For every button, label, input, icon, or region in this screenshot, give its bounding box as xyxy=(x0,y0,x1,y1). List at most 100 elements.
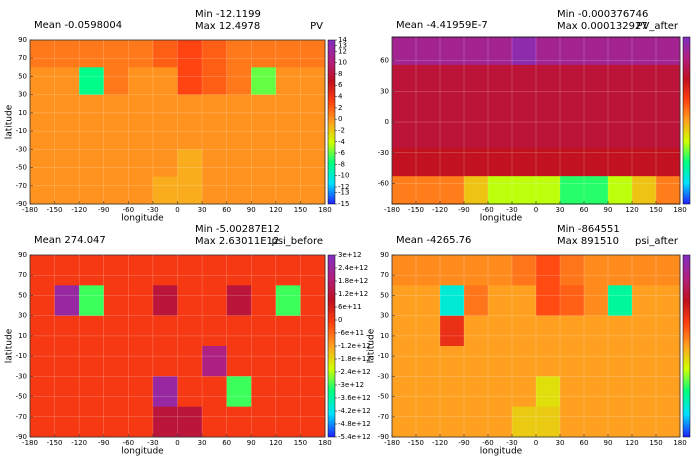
heat-cell xyxy=(536,92,561,121)
heat-cell xyxy=(226,315,252,347)
colorbar-tick-label: 0 xyxy=(338,316,342,324)
heat-cell xyxy=(202,376,228,408)
colorbar-tick-label: -4 xyxy=(338,138,346,146)
y-tick-label: -30 xyxy=(378,372,389,380)
x-tick-label: 180 xyxy=(318,206,331,214)
heat-cell xyxy=(488,346,513,377)
heat-cell xyxy=(128,67,154,96)
heat-cell xyxy=(152,149,178,178)
heat-cell xyxy=(300,315,326,347)
heat-cell xyxy=(392,120,417,149)
heat-cell xyxy=(416,176,441,205)
heat-cell xyxy=(177,315,203,347)
heat-cell xyxy=(584,148,609,177)
heat-cell xyxy=(152,122,178,150)
x-tick-label: 150 xyxy=(294,206,307,214)
y-tick-label: -70 xyxy=(16,182,27,190)
heat-cell xyxy=(54,315,80,347)
heat-cell xyxy=(300,40,326,68)
x-tick-label: 30 xyxy=(556,439,565,447)
heat-cell xyxy=(275,285,301,317)
colorbar-tick-label: -3.6e+12 xyxy=(338,394,371,402)
x-tick-label: -90 xyxy=(98,206,109,214)
x-tick-label: 30 xyxy=(556,206,565,214)
x-tick-label: 60 xyxy=(580,439,589,447)
x-axis-label: longitude xyxy=(121,447,164,457)
y-tick-label: 70 xyxy=(18,54,27,62)
heat-cell xyxy=(54,346,80,377)
heat-cell xyxy=(152,40,178,68)
heat-cell xyxy=(464,376,489,408)
x-tick-label: 120 xyxy=(269,206,282,214)
colorbar-tick-label: 2.4e+12 xyxy=(338,264,368,272)
heat-cell xyxy=(440,346,465,377)
heat-cell xyxy=(226,346,252,377)
heat-cell xyxy=(30,346,56,377)
colorbar-tick-label: -10 xyxy=(338,172,349,180)
heat-cell xyxy=(202,285,228,317)
heat-cell xyxy=(464,285,489,317)
heat-cell xyxy=(251,255,277,286)
colorbar-tick-label: -4.2e+12 xyxy=(338,407,371,415)
heat-cell xyxy=(79,285,105,317)
heat-cell xyxy=(464,406,489,438)
heat-cell xyxy=(54,176,80,205)
heat-cell xyxy=(608,255,633,286)
heat-cell xyxy=(392,64,417,94)
heat-cell xyxy=(464,346,489,377)
heat-cell xyxy=(128,40,154,68)
heat-cell xyxy=(251,149,277,178)
x-tick-label: -90 xyxy=(458,439,469,447)
heat-cell xyxy=(275,346,301,377)
heat-cell xyxy=(300,122,326,150)
heat-cell xyxy=(560,37,585,66)
heat-cell xyxy=(560,406,585,438)
colorbar-tick-label: 8 xyxy=(338,70,342,78)
heat-cell xyxy=(30,285,56,317)
colorbar-tick-label: 6e+11 xyxy=(338,303,362,311)
heat-cell xyxy=(152,346,178,377)
heat-cell xyxy=(560,376,585,408)
heat-cell xyxy=(656,37,681,66)
heat-cell xyxy=(488,255,513,286)
x-tick-label: -180 xyxy=(384,439,400,447)
heat-cell xyxy=(632,315,657,347)
colorbar-tick-label: 1.2e+12 xyxy=(338,290,368,298)
heat-cell xyxy=(608,92,633,121)
y-tick-label: -10 xyxy=(16,352,27,360)
heat-cell xyxy=(226,285,252,317)
heat-cell xyxy=(656,346,681,377)
heat-cell xyxy=(152,315,178,347)
y-axis-label: latitude xyxy=(5,328,15,363)
heat-cell xyxy=(128,346,154,377)
heat-cell xyxy=(30,149,56,178)
heat-cell xyxy=(584,285,609,317)
heat-cell xyxy=(300,376,326,408)
heat-cell xyxy=(632,148,657,177)
heat-cell xyxy=(103,406,129,438)
heat-cell xyxy=(79,255,105,286)
heat-cell xyxy=(536,64,561,94)
heat-cell xyxy=(488,285,513,317)
heat-cell xyxy=(128,255,154,286)
heat-cell xyxy=(226,376,252,408)
heat-cell xyxy=(416,255,441,286)
heat-cell xyxy=(440,37,465,66)
y-tick-label: 10 xyxy=(18,332,27,340)
heat-cell xyxy=(608,64,633,94)
x-tick-label: -60 xyxy=(482,206,493,214)
y-tick-label: 0 xyxy=(385,118,389,126)
heat-cell xyxy=(464,255,489,286)
heat-cell xyxy=(251,122,277,150)
heat-cell xyxy=(202,40,228,68)
heat-cell xyxy=(202,406,228,438)
heat-cell xyxy=(560,346,585,377)
heat-cell xyxy=(584,315,609,347)
heat-cell xyxy=(488,37,513,66)
heat-cell xyxy=(30,40,56,68)
heat-cell xyxy=(103,122,129,150)
heat-cell xyxy=(226,94,252,123)
y-tick-label: -70 xyxy=(16,413,27,421)
y-tick-label: -90 xyxy=(16,200,27,208)
mean-label: Mean -4.41959E-7 xyxy=(396,20,488,31)
